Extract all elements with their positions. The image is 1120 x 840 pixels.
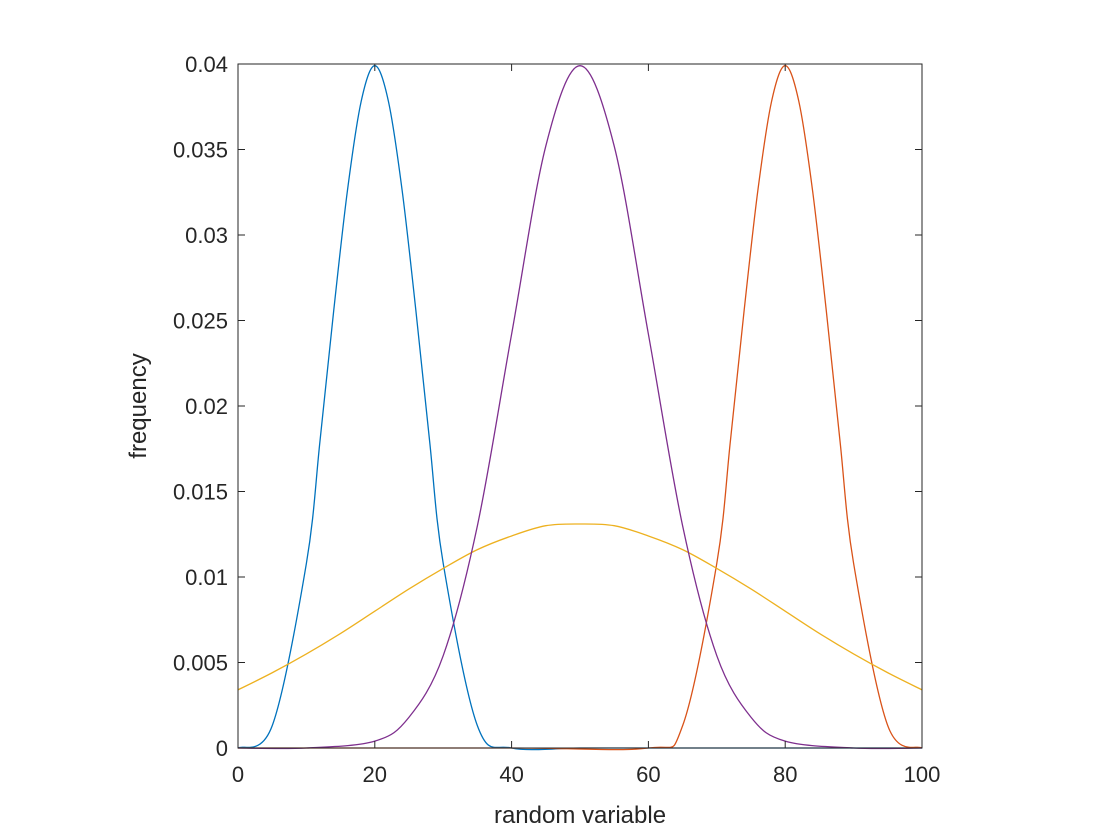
y-tick-label: 0.04 [185, 52, 228, 77]
ticks-layer: 0 20 40 60 80 100 0 0.005 0.01 0.015 0.02 0.025 0.03… [173, 52, 940, 787]
series-line-2 [237, 65, 923, 751]
x-tick-label: 80 [773, 762, 797, 787]
y-tick-label: 0.035 [173, 138, 228, 163]
x-axis-label: random variable [494, 802, 666, 829]
y-tick-label: 0 [216, 736, 228, 761]
y-axis-label: frequency [125, 353, 152, 458]
plot-area [238, 64, 922, 748]
y-tick-label: 0.025 [173, 309, 228, 334]
y-tick-label: 0.03 [185, 223, 228, 248]
y-tick-label: 0.015 [173, 480, 228, 505]
x-tick-label: 60 [636, 762, 660, 787]
x-tick-label: 40 [499, 762, 523, 787]
series-line-3 [237, 523, 923, 691]
series-line-4 [237, 65, 923, 750]
y-tick-label: 0.02 [185, 394, 228, 419]
x-tick-label: 100 [904, 762, 941, 787]
x-tick-label: 20 [363, 762, 387, 787]
y-tick-label: 0.005 [173, 651, 228, 676]
x-tick-label: 0 [232, 762, 244, 787]
y-tick-label: 0.01 [185, 565, 228, 590]
